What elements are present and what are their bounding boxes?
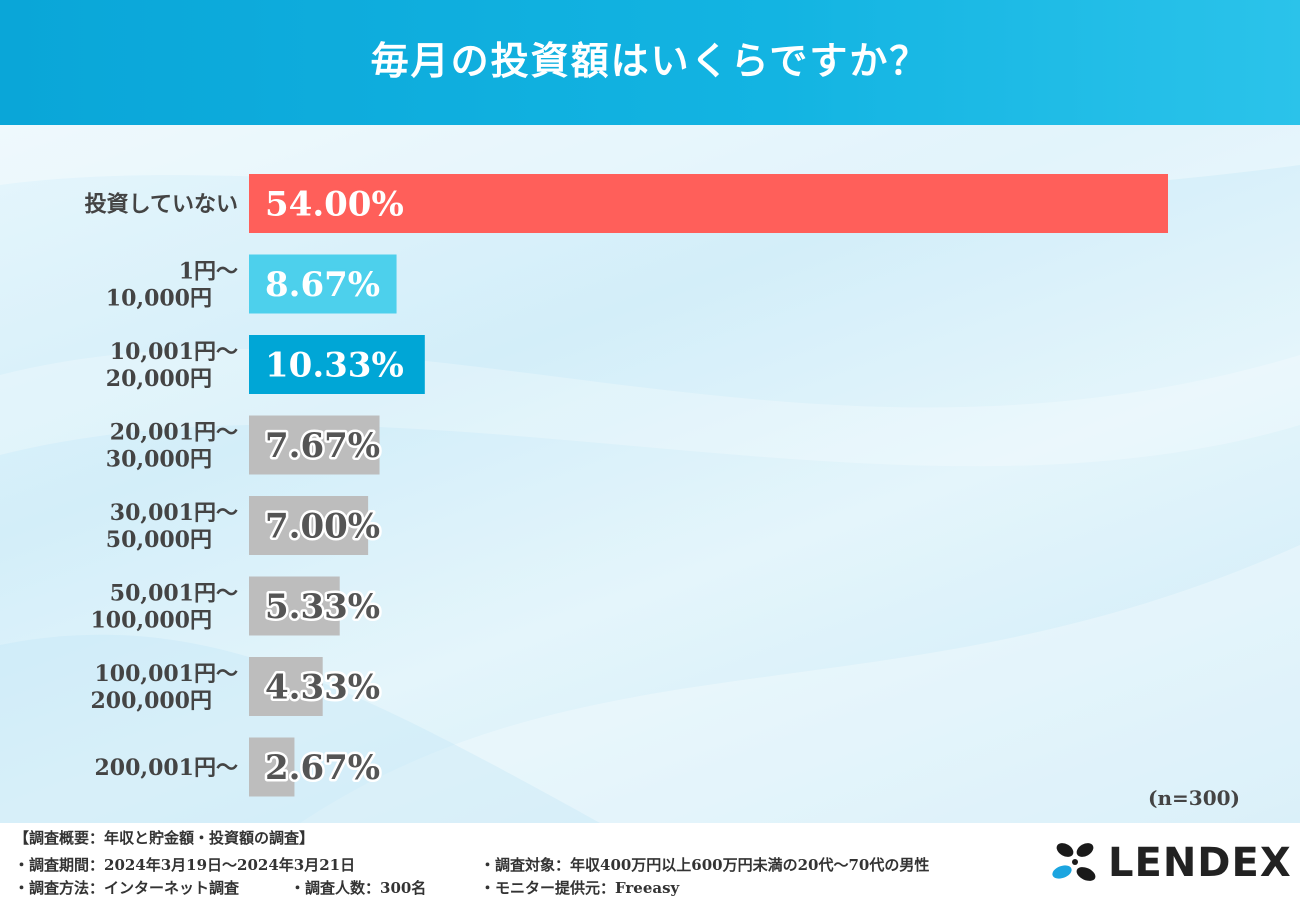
category-label-7: 200,001円～ bbox=[94, 755, 238, 781]
bar-chart: 54.00% 投資していない 8.67% 1円～ 10,000円 10.33% 10,001… bbox=[85, 174, 1168, 797]
category-label-line: 200,000円 bbox=[90, 688, 212, 714]
category-label-line: 200,001円～ bbox=[94, 755, 238, 781]
chart-title: 毎月の投資額はいくらですか？ bbox=[370, 38, 930, 83]
survey-target: ・調査対象：年収400万円以上600万円未満の20代～70代の男性 bbox=[480, 856, 930, 874]
value-label-2: 10.33% bbox=[265, 346, 404, 386]
survey-method: ・調査方法：インターネット調査 bbox=[14, 879, 240, 897]
category-label-4: 30,001円～ 50,000円 bbox=[106, 500, 238, 553]
category-label-line: 10,001円～ bbox=[110, 339, 238, 365]
lendex-logo: LENDEX bbox=[1048, 838, 1293, 888]
value-label-4: 7.00% bbox=[265, 507, 380, 547]
category-label-line: 30,000円 bbox=[106, 447, 212, 473]
logo-text: LENDEX bbox=[1108, 840, 1292, 886]
category-label-1: 1円～ 10,000円 bbox=[106, 259, 238, 312]
bar-0 bbox=[249, 174, 1168, 233]
value-label-0: 54.00% bbox=[265, 185, 404, 225]
category-label-2: 10,001円～ 20,000円 bbox=[106, 339, 238, 392]
category-label-line: 10,000円 bbox=[106, 286, 212, 312]
value-label-3: 7.67% bbox=[265, 426, 380, 466]
bar-1 bbox=[249, 254, 397, 314]
logo-mark-icon bbox=[1052, 843, 1096, 881]
value-label-7: 2.67% bbox=[265, 748, 380, 788]
category-label-line: 100,000円 bbox=[90, 608, 212, 634]
survey-summary-title: 【調査概要：年収と貯金額・投資額の調査】 bbox=[14, 829, 315, 847]
survey-count: ・調査人数：300名 bbox=[290, 879, 427, 897]
bar-7 bbox=[249, 737, 295, 797]
survey-provider: ・モニター提供元：Freeasy bbox=[480, 879, 680, 897]
category-label-0: 投資していない bbox=[85, 192, 238, 218]
bar-2 bbox=[249, 335, 425, 394]
header-banner: 毎月の投資額はいくらですか？ bbox=[0, 0, 1300, 125]
category-label-3: 20,001円～ 30,000円 bbox=[106, 420, 238, 473]
sample-size-note: (n=300) bbox=[1148, 786, 1240, 810]
category-label-5: 50,001円～ 100,000円 bbox=[90, 581, 238, 634]
value-label-6: 4.33% bbox=[265, 668, 380, 708]
category-label-line: 20,000円 bbox=[106, 366, 212, 392]
value-label-1: 8.67% bbox=[265, 265, 380, 305]
category-label-line: 1円～ bbox=[179, 259, 238, 285]
value-label-5: 5.33% bbox=[265, 587, 380, 627]
category-label-line: 投資していない bbox=[85, 192, 238, 218]
survey-period: ・調査期間：2024年3月19日～2024年3月21日 bbox=[14, 856, 356, 874]
bar-5 bbox=[249, 576, 340, 636]
category-label-line: 30,001円～ bbox=[110, 500, 238, 526]
bar-6 bbox=[249, 657, 323, 716]
category-label-6: 100,001円～ 200,000円 bbox=[90, 661, 238, 714]
footer: 【調査概要：年収と貯金額・投資額の調査】 ・調査期間：2024年3月19日～20… bbox=[0, 823, 1300, 900]
bar-4 bbox=[249, 496, 369, 555]
category-label-line: 100,001円～ bbox=[94, 661, 238, 687]
category-label-line: 50,001円～ bbox=[110, 581, 238, 607]
bar-3 bbox=[249, 415, 380, 475]
category-label-line: 50,000円 bbox=[106, 527, 212, 553]
category-label-line: 20,001円～ bbox=[110, 420, 238, 446]
